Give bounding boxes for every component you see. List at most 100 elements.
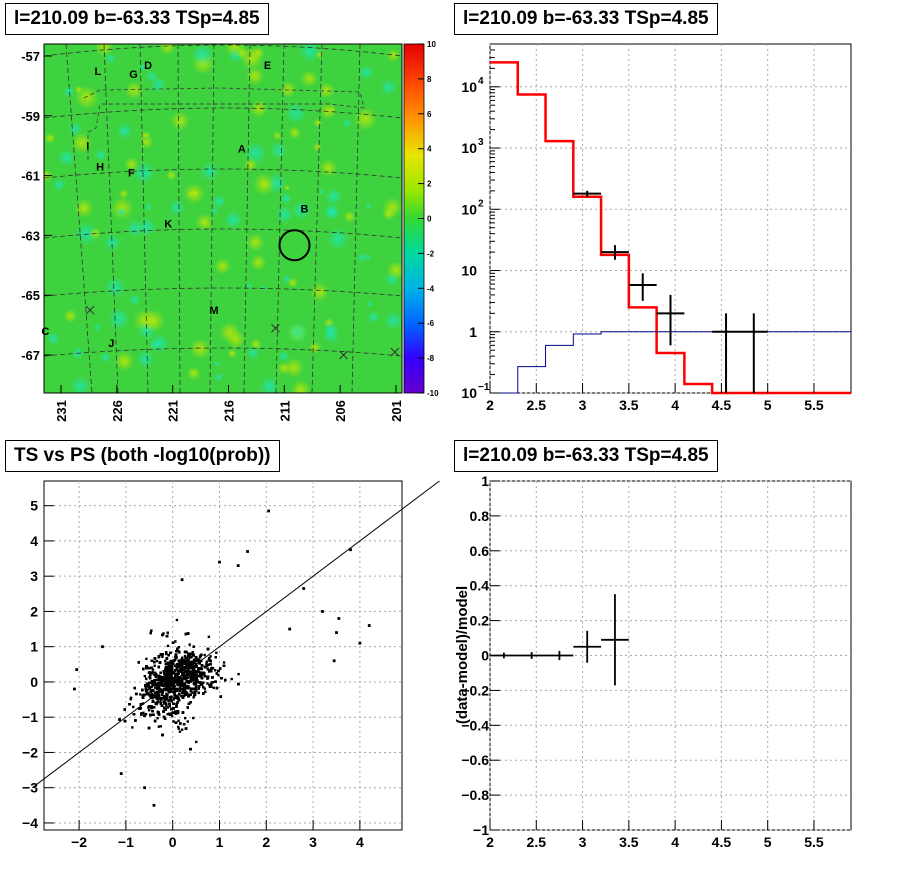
scatter-point	[147, 685, 150, 688]
scatter-point	[132, 705, 135, 709]
scatter-point	[135, 692, 138, 696]
scatter-point	[163, 670, 166, 673]
map-y-tick-label: -67	[21, 348, 40, 363]
scatter-point	[155, 659, 159, 663]
scatter-point	[170, 684, 173, 687]
scatter-point	[162, 710, 165, 713]
map-texture-blob	[195, 213, 214, 232]
scatter-point	[73, 687, 76, 691]
scatter-point	[159, 683, 163, 686]
scatter-point	[183, 650, 187, 654]
scatter-point	[143, 714, 146, 717]
scatter-point	[152, 681, 156, 685]
source-label-m: M	[209, 305, 218, 317]
scatter-point	[213, 669, 217, 672]
residual-x-tick-label: 3.5	[619, 834, 639, 850]
scatter-point	[162, 679, 166, 682]
scatter-point	[144, 684, 147, 687]
scatter-point	[187, 702, 191, 705]
scatter-point	[187, 632, 190, 635]
cross-marker	[390, 347, 400, 357]
scatter-panel: 5 4 3 2 1 0 −1 −2 −3 −4 −2 −1 0 1 2 3 4 TS vs PS (both …	[0, 437, 449, 875]
scatter-point	[197, 659, 200, 663]
scatter-point	[166, 671, 170, 675]
scatter-point	[171, 641, 175, 644]
scatter-point	[190, 661, 193, 665]
scatter-point	[131, 726, 134, 729]
source-label-c: C	[41, 326, 49, 338]
scatter-point	[182, 677, 186, 680]
scatter-point	[165, 678, 168, 682]
scatter-point	[192, 653, 195, 656]
scatter-point	[222, 661, 226, 664]
map-y-tick-label: -63	[21, 228, 40, 243]
scatter-point	[143, 674, 147, 678]
scatter-point	[154, 691, 157, 695]
scatter-point	[159, 725, 162, 728]
scatter-point	[200, 676, 204, 680]
map-texture-blob	[386, 48, 401, 62]
colorbar-tick-label: 6	[427, 110, 432, 119]
scatter-point	[175, 705, 178, 708]
scatter-point	[189, 656, 192, 659]
scatter-point	[185, 666, 188, 670]
scatter-point	[159, 697, 162, 700]
spectrum-y-tick-label: 10	[461, 79, 477, 95]
scatter-point	[159, 688, 162, 691]
colorbar-tick-label: 0	[427, 215, 432, 224]
scatter-point	[211, 681, 214, 684]
map-texture-blob	[104, 276, 126, 298]
scatter-point	[181, 711, 185, 714]
scatter-point	[197, 687, 200, 690]
scatter-point	[180, 688, 184, 691]
scatter-point	[175, 689, 179, 692]
map-texture-blob	[168, 199, 185, 216]
scatter-point	[156, 716, 159, 720]
scatter-point	[192, 682, 196, 685]
colorbar-tick-label: 2	[427, 180, 432, 189]
scatter-point	[186, 676, 190, 679]
map-texture-blob	[275, 205, 294, 224]
scatter-point	[194, 665, 198, 668]
scatter-point	[185, 692, 189, 696]
scatter-point	[195, 659, 198, 662]
scatter-point	[174, 650, 178, 653]
map-texture-blob	[365, 202, 372, 210]
scatter-point	[160, 704, 164, 707]
map-texture-blob	[186, 366, 201, 381]
scatter-point	[153, 657, 157, 660]
scatter-point	[176, 696, 180, 699]
residual-y-tick-label: −0.6	[461, 752, 489, 768]
scatter-point	[167, 674, 170, 677]
residual-panel: 1 0.8 0.6 0.4 0.2 0 −0.2 −0.4 −0.6 −0.8 −1 2 2.5 3 3.…	[449, 437, 898, 875]
scatter-point	[177, 727, 180, 730]
map-texture-blob	[236, 47, 249, 59]
scatter-point	[156, 687, 159, 690]
scatter-point	[205, 660, 208, 663]
scatter-point	[157, 713, 161, 716]
scatter-point	[198, 681, 202, 684]
scatter-point	[288, 627, 292, 631]
scatter-point	[187, 667, 191, 670]
scatter-point	[161, 690, 164, 694]
map-texture-blob	[107, 308, 130, 330]
scatter-point	[163, 698, 166, 702]
scatter-point	[142, 693, 146, 697]
spectrum-y-tick-exponent: 3	[478, 137, 484, 148]
scatter-point	[139, 693, 142, 696]
scatter-point	[147, 683, 150, 686]
map-texture-blob	[223, 210, 243, 230]
scatter-point	[153, 664, 156, 667]
scatter-point	[201, 681, 205, 684]
spectrum-y-tick-exponent: −1	[478, 382, 490, 393]
scatter-point	[154, 702, 158, 706]
scatter-x-tick-label: 2	[262, 834, 270, 850]
scatter-point	[161, 733, 164, 737]
scatter-point	[164, 659, 167, 663]
scatter-point	[206, 675, 210, 679]
scatter-point	[205, 662, 208, 666]
scatter-point	[193, 678, 196, 681]
scatter-point	[162, 700, 165, 704]
scatter-point	[150, 685, 153, 689]
scatter-point	[150, 680, 154, 683]
